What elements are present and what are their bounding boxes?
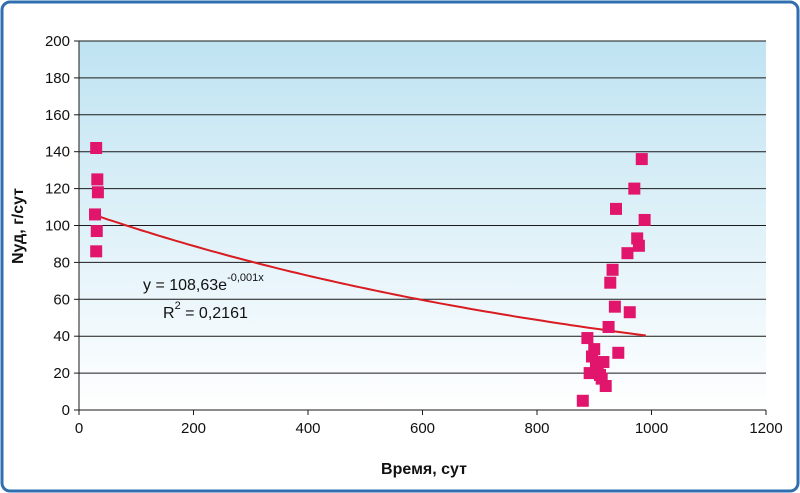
y-tick-label: 20 [53, 365, 70, 382]
r2-value: = 0,2161 [181, 305, 248, 322]
scatter-point [581, 332, 594, 345]
y-tick-label: 180 [45, 70, 70, 87]
scatter-point [623, 306, 636, 319]
scatter-point [635, 153, 648, 166]
scatter-point [576, 394, 589, 407]
y-tick-label: 200 [45, 33, 70, 50]
y-axis-title: Nуд, г/сут [10, 188, 27, 264]
equation-exponent: -0,001x [227, 272, 264, 284]
x-tick-label: 0 [75, 420, 83, 437]
x-tick-label: 800 [524, 420, 549, 437]
scatter-point [91, 186, 104, 199]
scatter-point [632, 239, 645, 252]
scatter-point [606, 263, 619, 276]
y-tick-label: 40 [53, 328, 70, 345]
scatter-point [90, 245, 103, 258]
scatter-point [608, 300, 621, 313]
scatter-point [588, 343, 601, 356]
y-tick-label: 120 [45, 181, 70, 198]
scatter-point [90, 225, 103, 238]
scatter-point [91, 173, 104, 186]
scatter-point [602, 320, 615, 333]
y-tick-label: 60 [53, 291, 70, 308]
r-squared-label: R2 = 0,2161 [163, 300, 248, 322]
y-tick-label: 0 [62, 402, 70, 419]
scatter-point [612, 346, 625, 359]
scatter-point [628, 182, 641, 195]
y-tick-label: 160 [45, 107, 70, 124]
y-tick-label: 100 [45, 218, 70, 235]
x-tick-label: 1200 [749, 420, 782, 437]
scatter-point [599, 380, 612, 393]
scatter-point [604, 276, 617, 289]
r2-main: R [163, 305, 175, 322]
scatter-point [90, 142, 103, 155]
scatter-point [621, 247, 634, 260]
trendline-layer [95, 214, 646, 337]
scatter-point [597, 356, 610, 369]
scatter-point [638, 213, 651, 226]
y-tick-label: 140 [45, 144, 70, 161]
equation-main: y = 108,63e [143, 277, 227, 294]
trendline [95, 214, 646, 337]
y-axis-ticks: 0 20 40 60 80 100 120 140 160 180 200 [45, 33, 79, 419]
scatter-points [89, 142, 651, 407]
r2-exponent: 2 [175, 300, 181, 312]
x-axis-ticks: 0 200 400 600 800 1000 1200 [75, 410, 783, 437]
x-tick-label: 1000 [635, 420, 668, 437]
x-tick-label: 200 [181, 420, 206, 437]
trendline-equation: y = 108,63e-0,001x [143, 272, 264, 294]
x-tick-label: 400 [295, 420, 320, 437]
y-tick-label: 80 [53, 254, 70, 271]
scatter-point [610, 202, 623, 215]
x-tick-label: 600 [410, 420, 435, 437]
x-axis-title: Время, сут [381, 461, 467, 478]
scatter-point [89, 208, 102, 221]
